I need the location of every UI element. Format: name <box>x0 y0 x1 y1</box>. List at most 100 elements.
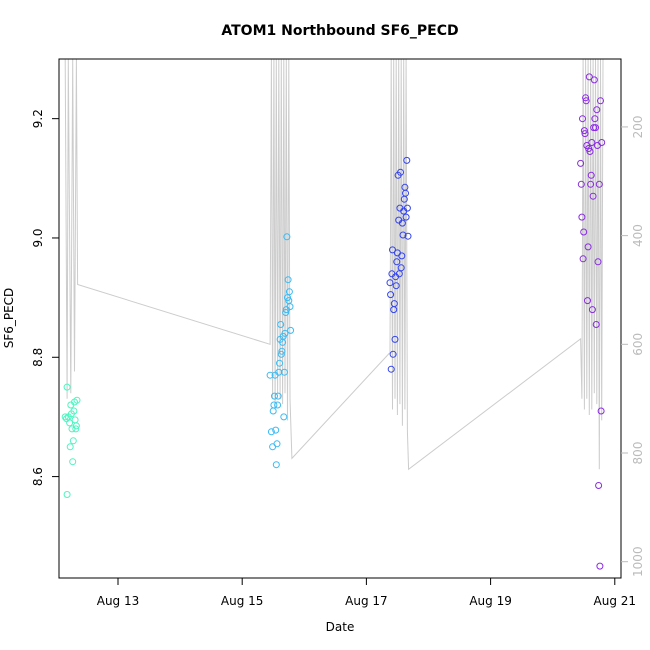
data-point-series-3 <box>392 282 400 290</box>
data-point-series-3 <box>389 246 396 254</box>
data-point-series-4 <box>587 171 595 179</box>
data-point-series-4 <box>580 127 588 135</box>
data-point-series-4 <box>593 106 601 114</box>
data-point-series-4 <box>592 321 600 328</box>
data-point-series-2 <box>285 288 293 296</box>
x-tick-label: Aug 19 <box>469 594 512 608</box>
data-point-series-4 <box>588 139 596 146</box>
data-point-series-3 <box>398 219 406 227</box>
data-point-series-2 <box>277 321 285 328</box>
data-point-series-1 <box>73 396 81 404</box>
data-point-series-1 <box>61 413 69 421</box>
data-point-series-1 <box>63 383 71 391</box>
data-point-series-4 <box>577 159 585 167</box>
data-point-series-4 <box>585 73 593 81</box>
data-point-series-1 <box>71 416 79 424</box>
y-axis: 8.6 8.8 9.0 9.2 <box>31 109 59 486</box>
data-point-series-4 <box>580 228 588 236</box>
data-point-series-2 <box>280 413 288 421</box>
data-point-series-4 <box>578 213 586 221</box>
y-tick-label: 9.2 <box>31 109 45 128</box>
data-point-series-2 <box>284 276 292 284</box>
x-tick-label: Aug 17 <box>345 594 388 608</box>
data-point-series-3 <box>393 258 401 266</box>
data-point-series-2 <box>269 443 277 451</box>
y2-axis: 200 400 600 800 1000 <box>621 115 645 577</box>
data-point-series-2 <box>267 428 275 436</box>
data-point-series-2 <box>270 401 278 409</box>
y2-tick-label: 800 <box>631 442 645 465</box>
line-layer <box>64 58 604 471</box>
data-point-series-2 <box>278 347 286 355</box>
data-point-series-3 <box>398 252 406 260</box>
x-axis: Aug 13 Aug 15 Aug 17 Aug 19 Aug 21 <box>97 578 636 608</box>
y2-tick-label: 200 <box>631 115 645 138</box>
data-point-series-4 <box>579 255 587 263</box>
data-point-series-2 <box>277 350 285 358</box>
data-point-series-2 <box>286 303 294 311</box>
data-point-series-4 <box>587 180 595 188</box>
data-point-series-3 <box>402 189 409 197</box>
data-point-series-4 <box>579 115 586 123</box>
data-point-series-2 <box>287 326 295 334</box>
data-point-series-3 <box>402 213 410 221</box>
data-point-series-1 <box>69 437 77 445</box>
y-tick-label: 9.0 <box>31 228 45 247</box>
data-point-series-1 <box>69 458 77 466</box>
data-point-series-2 <box>282 309 290 316</box>
data-point-series-3 <box>390 300 398 308</box>
data-point-series-4 <box>595 482 603 489</box>
data-point-series-2 <box>280 368 288 376</box>
data-point-series-4 <box>581 130 589 138</box>
points-layer <box>61 73 606 570</box>
data-point-series-4 <box>597 407 605 415</box>
data-point-series-2 <box>274 392 282 400</box>
data-point-series-1 <box>66 419 74 427</box>
data-point-series-4 <box>586 148 594 155</box>
x-tick-label: Aug 13 <box>97 594 140 608</box>
data-point-series-4 <box>592 124 599 132</box>
line-series <box>64 58 604 471</box>
data-point-series-3 <box>397 168 404 176</box>
data-point-series-1 <box>66 443 74 451</box>
data-point-series-1 <box>72 425 80 433</box>
data-point-series-3 <box>403 156 411 164</box>
y-axis-label: SF6_PECD <box>2 288 16 349</box>
y-tick-label: 8.6 <box>31 467 45 486</box>
x-tick-label: Aug 15 <box>221 594 264 608</box>
data-point-series-4 <box>594 258 602 266</box>
chart-title: ATOM1 Northbound SF6_PECD <box>221 23 458 39</box>
data-point-series-4 <box>584 297 591 305</box>
data-point-series-4 <box>577 180 585 188</box>
y2-tick-label: 1000 <box>631 546 645 577</box>
y2-tick-label: 400 <box>631 224 645 247</box>
data-point-series-3 <box>389 350 397 358</box>
data-point-series-2 <box>272 461 280 469</box>
x-axis-label: Date <box>326 620 355 634</box>
data-point-series-3 <box>391 335 399 343</box>
x-tick-label: Aug 21 <box>594 594 637 608</box>
data-point-series-3 <box>403 204 411 212</box>
plot-frame <box>58 58 622 579</box>
y2-tick-label: 600 <box>631 333 645 356</box>
data-point-series-4 <box>588 306 596 314</box>
data-point-series-4 <box>598 139 606 146</box>
data-point-series-2 <box>274 401 282 409</box>
data-point-series-2 <box>283 233 291 241</box>
data-point-series-4 <box>582 94 590 102</box>
data-point-series-4 <box>597 97 604 105</box>
data-point-series-3 <box>399 231 407 239</box>
data-point-series-2 <box>281 329 289 337</box>
data-point-series-2 <box>271 392 278 400</box>
data-point-series-4 <box>589 192 597 200</box>
data-point-series-3 <box>386 279 394 287</box>
data-point-series-3 <box>387 365 395 373</box>
data-point-series-3 <box>397 264 405 272</box>
data-point-series-1 <box>70 407 78 415</box>
data-point-series-1 <box>63 491 71 498</box>
data-point-series-4 <box>584 243 592 251</box>
data-point-series-3 <box>395 270 403 278</box>
data-point-series-2 <box>273 440 281 448</box>
data-point-series-4 <box>582 97 590 105</box>
